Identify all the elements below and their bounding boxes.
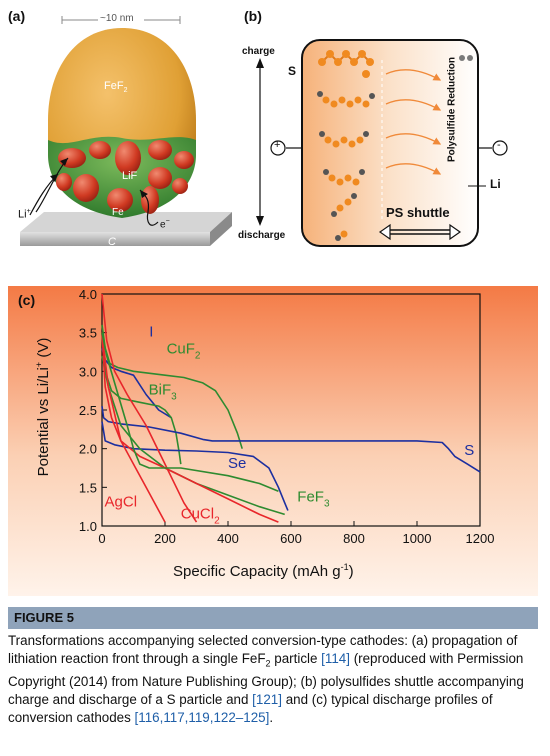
sulfur-label: S: [288, 64, 297, 78]
y-axis-label-end: (V): [35, 337, 52, 362]
fef2-label: FeF2: [104, 80, 127, 94]
fef2-subscript: 2: [123, 87, 128, 95]
polysulfide-shuttle-illustration: [256, 39, 508, 247]
series-label: FeF3: [297, 488, 330, 509]
citation-link-121[interactable]: [121]: [252, 691, 282, 707]
fe-grain: [148, 167, 172, 189]
x-tick-label: 400: [217, 531, 239, 546]
y-tick-label: 1.5: [79, 480, 97, 495]
electron-superscript: −: [165, 218, 170, 225]
citation-link-114[interactable]: [114]: [321, 651, 350, 666]
substrate-label: C: [108, 236, 116, 248]
figure-label: FIGURE 5: [14, 610, 74, 625]
fe-grain: [89, 141, 111, 159]
caption-text-5: .: [269, 709, 274, 725]
series-label: AgCl: [105, 494, 138, 511]
y-tick-label: 1.0: [79, 519, 97, 534]
caption-text-3: (reproduced with Permission Copyright (2…: [8, 651, 524, 707]
x-tick-label: 1200: [466, 531, 495, 546]
li-superscript: +: [26, 208, 31, 215]
li-text: Li: [18, 208, 27, 221]
discharge-label: discharge: [238, 230, 286, 241]
caption-text-1: Transformations accompanying selected co…: [8, 633, 518, 666]
positive-terminal-label: +: [274, 139, 281, 151]
x-axis-label: Specific Capacity (mAh g: [173, 563, 341, 580]
series-line-se: [101, 421, 289, 511]
panel-a-label: (a): [8, 8, 26, 24]
series-line-agcl: [101, 332, 166, 523]
series-line-i: [101, 347, 172, 419]
figure-caption: Transformations accompanying selected co…: [8, 632, 538, 727]
li-ion-label: Li+: [18, 208, 31, 221]
x-axis-title: Specific Capacity (mAh g-1): [173, 562, 354, 580]
fe-grain: [115, 141, 141, 175]
panel-b: (b) charge discharge: [236, 0, 550, 260]
fe-grain: [141, 186, 159, 214]
citation-link-116-125[interactable]: [116,117,119,122–125]: [134, 709, 270, 725]
y-tick-label: 2.0: [79, 442, 97, 457]
polysulfide-reduction-label: Polysulfide Reduction: [446, 57, 458, 163]
panel-c-label: (c): [18, 292, 36, 308]
series-line-cuf: [101, 324, 243, 449]
fe-grain: [174, 151, 194, 169]
y-tick-label: 3.0: [79, 364, 97, 379]
positive-terminal: [270, 140, 286, 156]
y-tick-label: 2.5: [79, 403, 97, 418]
fe-grain: [107, 188, 133, 212]
y-tick-label: 3.5: [79, 326, 97, 341]
series-label: I: [149, 324, 153, 341]
ps-shuttle-arrow: [378, 223, 462, 241]
x-axis-label-sup: -1: [340, 562, 349, 572]
x-tick-label: 1000: [403, 531, 432, 546]
lif-label: LiF: [122, 170, 138, 182]
scale-label: ~10 nm: [100, 13, 134, 24]
series-label: S: [464, 442, 474, 459]
fe-grain: [172, 178, 188, 194]
series-line-unlabeled: [101, 332, 279, 492]
discharge-profile-chart: 0 200 400 600 800 1000 1200 1.0 1.5 2.0 2.5 3.0 3.5 4…: [8, 286, 538, 596]
panel-a: (a): [0, 0, 240, 260]
x-tick-label: 200: [154, 531, 176, 546]
caption-text-4: and (c) typical discharge profiles of co…: [8, 691, 493, 725]
x-tick-label: 800: [343, 531, 365, 546]
negative-terminal: [492, 140, 508, 156]
cell-body: [301, 39, 479, 247]
electron-text: e: [160, 219, 166, 231]
panel-c-chart: 0 200 400 600 800 1000 1200 1.0 1.5 2.0 2.5 3.0 3.5 4…: [8, 286, 538, 596]
charge-label: charge: [242, 46, 275, 57]
y-tick-label: 4.0: [79, 287, 97, 302]
y-axis-title: Potential vs Li/Li+ (V): [34, 312, 52, 502]
series-label: BiF3: [149, 382, 178, 403]
caption-text-2: particle: [270, 651, 322, 666]
series-label: CuF2: [167, 341, 201, 362]
fe-label: Fe: [112, 207, 124, 218]
series-label: CuCl2: [181, 505, 220, 526]
fef2-text: FeF: [104, 80, 124, 92]
reduction-arrows: [385, 69, 442, 175]
fe-grain: [73, 174, 99, 202]
caption-subscript: 2: [265, 658, 271, 669]
figure-label-bar: FIGURE 5: [8, 607, 538, 629]
fe-grain: [56, 173, 72, 191]
negative-terminal-label: -: [497, 139, 501, 151]
fef2-particle-illustration: [20, 13, 232, 246]
sulfur-chains: [317, 50, 375, 241]
electron-label: e−: [160, 218, 170, 230]
lithium-electrode: [459, 55, 473, 61]
x-axis-label-end: ): [348, 563, 354, 580]
lithium-label: Li: [490, 177, 501, 191]
y-axis-label-sup: +: [34, 361, 44, 368]
x-tick-label: 600: [280, 531, 302, 546]
panel-b-label: (b): [244, 8, 262, 24]
fe-grain: [148, 140, 172, 160]
series-line-bif: [101, 332, 182, 465]
x-tick-label: 0: [98, 531, 105, 546]
ps-shuttle-label: PS shuttle: [386, 205, 450, 220]
series-line-unlabeled: [101, 293, 198, 523]
y-axis-label: Potential vs Li/Li: [35, 367, 52, 477]
carbon-substrate: [20, 212, 232, 232]
series-label: Se: [228, 455, 246, 472]
